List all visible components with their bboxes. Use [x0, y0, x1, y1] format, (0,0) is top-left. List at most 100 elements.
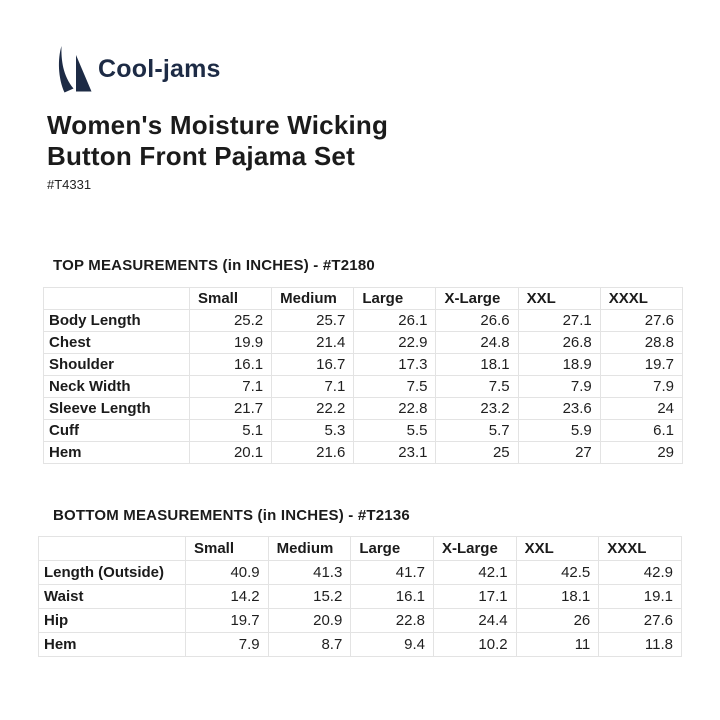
row-label: Hem	[38, 632, 186, 657]
measurement-cell: 18.9	[517, 353, 601, 376]
measurement-cell: 23.1	[353, 441, 437, 464]
measurement-cell: 5.5	[353, 419, 437, 442]
measurement-cell: 25.7	[271, 309, 355, 332]
column-header: Medium	[271, 287, 355, 310]
column-header: XXL	[517, 287, 601, 310]
measurement-cell: 5.9	[517, 419, 601, 442]
table-row: Cuff 5.1 5.3 5.5 5.7 5.9 6.1	[43, 419, 684, 442]
measurement-cell: 22.8	[353, 397, 437, 420]
measurement-cell: 18.1	[435, 353, 519, 376]
column-header: XXXL	[598, 536, 682, 561]
row-label: Shoulder	[43, 353, 190, 376]
measurement-cell: 27	[517, 441, 601, 464]
brand-name: Cool-jams	[98, 55, 221, 83]
measurement-cell: 42.9	[598, 560, 682, 585]
measurement-cell: 26	[515, 608, 600, 633]
measurement-cell: 21.6	[271, 441, 355, 464]
row-label: Chest	[43, 331, 190, 354]
row-label: Sleeve Length	[43, 397, 190, 420]
row-label: Length (Outside)	[38, 560, 186, 585]
measurement-cell: 28.8	[599, 331, 684, 354]
measurement-cell: 26.6	[435, 309, 519, 332]
product-sku: #T4331	[47, 177, 92, 192]
measurement-cell: 10.2	[432, 632, 517, 657]
measurement-cell: 8.7	[267, 632, 352, 657]
bottom-measurements-table: Small Medium Large X-Large XXL XXXL Length (Ou…	[38, 536, 682, 657]
measurement-cell: 27.6	[598, 608, 682, 633]
brand-logo: Cool-jams	[52, 46, 221, 93]
measurement-cell: 27.1	[517, 309, 601, 332]
measurement-cell: 6.1	[599, 419, 684, 442]
measurement-cell: 29	[599, 441, 684, 464]
row-label: Neck Width	[43, 375, 190, 398]
measurement-cell: 5.7	[435, 419, 519, 442]
measurement-cell: 20.1	[188, 441, 273, 464]
table-row: Neck Width 7.1 7.1 7.5 7.5 7.9 7.9	[43, 375, 684, 398]
row-label: Waist	[38, 584, 186, 609]
measurement-cell: 7.1	[188, 375, 273, 398]
measurement-cell: 20.9	[267, 608, 352, 633]
measurement-cell: 42.5	[515, 560, 600, 585]
measurement-cell: 23.6	[517, 397, 601, 420]
row-label: Hem	[43, 441, 190, 464]
measurement-cell: 40.9	[185, 560, 269, 585]
bottom-measurements-heading: BOTTOM MEASUREMENTS (in INCHES) - #T2136	[53, 507, 410, 524]
measurement-cell: 19.7	[185, 608, 269, 633]
row-label: Body Length	[43, 309, 190, 332]
measurement-cell: 24.8	[435, 331, 519, 354]
table-row: Chest 19.9 21.4 22.9 24.8 26.8 28.8	[43, 331, 684, 354]
product-title-line2: Button Front Pajama Set	[47, 141, 355, 171]
table-header-row: Small Medium Large X-Large XXL XXXL	[43, 287, 684, 310]
table-row: Hem 20.1 21.6 23.1 25 27 29	[43, 441, 684, 464]
row-label: Hip	[38, 608, 186, 633]
measurement-cell: 17.1	[432, 584, 517, 609]
sailboat-icon	[58, 46, 92, 93]
column-header: Small	[188, 287, 273, 310]
column-header: Small	[185, 536, 269, 561]
column-header: X-Large	[432, 536, 517, 561]
measurement-cell: 9.4	[350, 632, 434, 657]
measurement-cell: 5.3	[271, 419, 355, 442]
measurement-cell: 16.1	[350, 584, 434, 609]
measurement-cell: 17.3	[353, 353, 437, 376]
measurement-cell: 16.1	[188, 353, 273, 376]
measurement-cell: 16.7	[271, 353, 355, 376]
measurement-cell: 26.1	[353, 309, 437, 332]
measurement-cell: 41.3	[267, 560, 352, 585]
measurement-cell: 19.9	[188, 331, 273, 354]
column-header	[38, 536, 186, 561]
measurement-cell: 27.6	[599, 309, 684, 332]
column-header: X-Large	[435, 287, 519, 310]
measurement-cell: 15.2	[267, 584, 352, 609]
measurement-cell: 23.2	[435, 397, 519, 420]
measurement-cell: 7.9	[185, 632, 269, 657]
column-header: XXL	[515, 536, 600, 561]
measurement-cell: 21.7	[188, 397, 273, 420]
product-title-line1: Women's Moisture Wicking	[47, 110, 389, 140]
table-row: Hem 7.9 8.7 9.4 10.2 11 11.8	[38, 632, 682, 657]
table-row: Body Length 25.2 25.7 26.1 26.6 27.1 27.6	[43, 309, 684, 332]
table-row: Length (Outside) 40.9 41.3 41.7 42.1 42.5 42.9	[38, 560, 682, 585]
table-row: Sleeve Length 21.7 22.2 22.8 23.2 23.6 24	[43, 397, 684, 420]
column-header: XXXL	[599, 287, 684, 310]
measurement-cell: 7.9	[599, 375, 684, 398]
top-measurements-table: Small Medium Large X-Large XXL XXXL Body Lengt…	[43, 287, 684, 464]
measurement-cell: 22.9	[353, 331, 437, 354]
table-header-row: Small Medium Large X-Large XXL XXXL	[38, 536, 682, 561]
table-row: Waist 14.2 15.2 16.1 17.1 18.1 19.1	[38, 584, 682, 609]
measurement-cell: 19.7	[599, 353, 684, 376]
measurement-cell: 21.4	[271, 331, 355, 354]
measurement-cell: 24.4	[432, 608, 517, 633]
column-header: Medium	[267, 536, 352, 561]
measurement-cell: 7.5	[435, 375, 519, 398]
top-measurements-heading: TOP MEASUREMENTS (in INCHES) - #T2180	[53, 257, 375, 274]
row-label: Cuff	[43, 419, 190, 442]
table-row: Hip 19.7 20.9 22.8 24.4 26 27.6	[38, 608, 682, 633]
measurement-cell: 24	[599, 397, 684, 420]
measurement-cell: 22.2	[271, 397, 355, 420]
measurement-cell: 11.8	[598, 632, 682, 657]
measurement-cell: 5.1	[188, 419, 273, 442]
column-header: Large	[353, 287, 437, 310]
product-title: Women's Moisture Wicking Button Front Pa…	[47, 110, 388, 172]
